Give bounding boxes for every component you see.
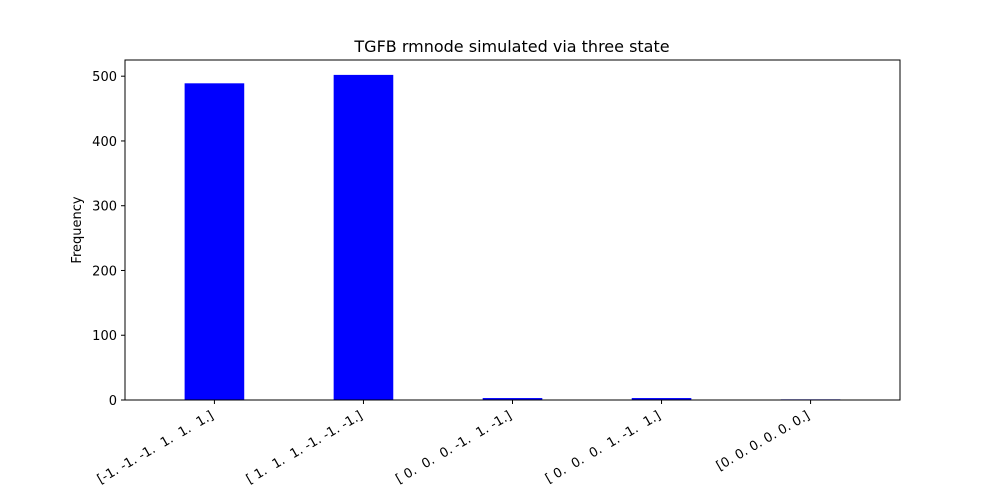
- y-axis-title: Frequency: [70, 196, 85, 263]
- x-tick-label-2: [ 1. 1. 1. -1. -1. -1.]: [244, 408, 366, 487]
- y-tick-label-0: 0: [109, 394, 117, 409]
- bar-3: [482, 398, 543, 400]
- y-tick-label-300: 300: [92, 200, 117, 215]
- plot-area: 0 100 200 300 400 500 [-1. -1. -1. 1. 1. 1.] [ …: [70, 59, 901, 487]
- bar-1: [184, 83, 245, 401]
- x-tick-label-1: [-1. -1. -1. 1. 1. 1.]: [95, 408, 217, 487]
- y-tick-label-200: 200: [92, 264, 117, 279]
- x-tick-label-5: [0. 0. 0. 0. 0. 0.]: [714, 408, 813, 474]
- chart-title: TGFB rmnode simulated via three state: [353, 37, 669, 56]
- bar-2: [333, 74, 394, 401]
- y-tick-label-500: 500: [92, 70, 117, 85]
- y-tick-label-100: 100: [92, 329, 117, 344]
- x-tick-label-3: [ 0. 0. 0. -1. 1. -1.]: [393, 408, 514, 487]
- y-tick-label-400: 400: [92, 135, 117, 150]
- x-tick-label-4: [ 0. 0. 0. 1. -1. 1.]: [543, 408, 664, 486]
- bar-4: [631, 398, 692, 400]
